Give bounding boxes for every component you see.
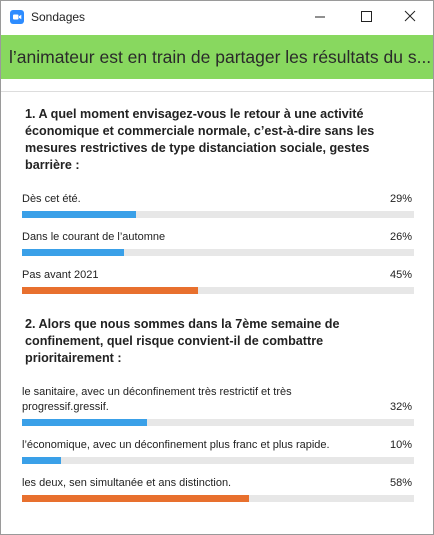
maximize-button[interactable] — [343, 1, 389, 33]
poll-option: Pas avant 2021 45% — [22, 268, 414, 294]
option-row: l’économique, avec un déconfinement plus… — [22, 438, 412, 453]
title-bar: Sondages — [1, 1, 433, 33]
option-row: Pas avant 2021 45% — [22, 268, 412, 283]
banner: l’animateur est en train de partager les… — [1, 35, 433, 79]
option-row: Dès cet été. 29% — [22, 192, 412, 207]
option-label: l’économique, avec un déconfinement plus… — [22, 439, 330, 451]
poll-option: Dès cet été. 29% — [22, 192, 414, 218]
poll-option: Dans le courant de l’automne 26% — [22, 230, 414, 256]
result-bar — [22, 495, 250, 502]
option-percent: 29% — [389, 193, 412, 205]
question-block: 2. Alors que nous sommes dans la 7ème se… — [22, 316, 414, 502]
poll-option: l’économique, avec un déconfinement plus… — [22, 438, 414, 464]
option-label: Dès cet été. — [22, 193, 81, 205]
result-bar — [22, 457, 62, 464]
close-button[interactable] — [387, 1, 433, 33]
option-label: Pas avant 2021 — [22, 269, 99, 281]
result-bar — [22, 211, 136, 218]
bar-track — [22, 287, 414, 294]
option-percent: 45% — [389, 269, 412, 281]
poll-option: le sanitaire, avec un déconfinement très… — [22, 385, 414, 426]
minimize-button[interactable] — [297, 1, 343, 33]
option-percent: 58% — [389, 477, 412, 489]
option-label: Dans le courant de l’automne — [22, 231, 166, 243]
poll-option: les deux, sen simultanée et ans distinct… — [22, 476, 414, 502]
option-row: Dans le courant de l’automne 26% — [22, 230, 412, 245]
question-text: 1. A quel moment envisagez-vous le retou… — [25, 107, 375, 172]
option-label: le sanitaire, avec un déconfinement très… — [22, 386, 292, 413]
bar-track — [22, 419, 414, 426]
poll-results: 1. A quel moment envisagez-vous le retou… — [1, 91, 433, 502]
window-title: Sondages — [31, 10, 86, 24]
bar-track — [22, 211, 414, 218]
option-percent: 26% — [389, 231, 412, 243]
result-bar — [22, 249, 124, 256]
app-icon — [10, 10, 24, 24]
option-percent: 32% — [389, 401, 412, 413]
bar-track — [22, 457, 414, 464]
option-percent: 10% — [389, 439, 412, 451]
option-row: le sanitaire, avec un déconfinement très… — [22, 385, 412, 415]
result-bar — [22, 287, 199, 294]
option-row: les deux, sen simultanée et ans distinct… — [22, 476, 412, 491]
bar-track — [22, 249, 414, 256]
bar-track — [22, 495, 414, 502]
option-label: les deux, sen simultanée et ans distinct… — [22, 477, 232, 489]
result-bar — [22, 419, 148, 426]
question-block: 1. A quel moment envisagez-vous le retou… — [22, 106, 414, 294]
question-text: 2. Alors que nous sommes dans la 7ème se… — [25, 317, 340, 365]
